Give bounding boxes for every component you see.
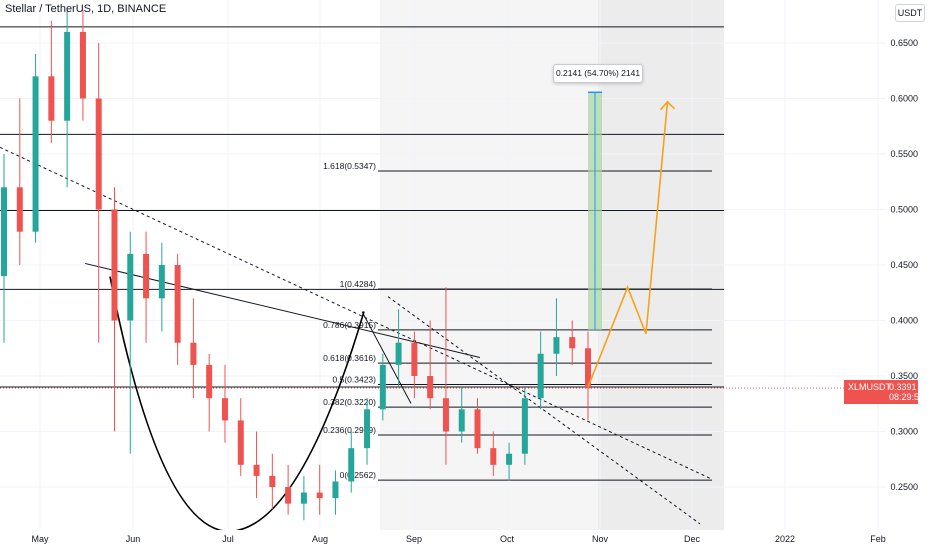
- fib-level-label: 0.5(0.3423): [333, 375, 377, 385]
- date-tick-label: May: [31, 534, 49, 544]
- candle-body: [411, 342, 418, 376]
- candle-body: [1, 187, 7, 277]
- date-tick-label: 2022: [775, 534, 795, 544]
- candle-body: [16, 187, 23, 232]
- candle-body: [521, 398, 528, 454]
- price-tag-countdown: 08:29:57: [889, 392, 925, 402]
- triangle-line: [361, 311, 412, 404]
- date-tick-label: Sep: [406, 534, 422, 544]
- candle-body: [300, 492, 307, 504]
- candle-body: [474, 409, 481, 449]
- price-tick-label: 0.6000: [890, 94, 918, 104]
- price-tag-symbol: XLMUSDT: [848, 382, 892, 392]
- fib-level-label: 1(0.4284): [340, 279, 377, 289]
- candle-body: [553, 337, 560, 354]
- candle-body: [95, 98, 102, 210]
- candle-body: [442, 398, 449, 432]
- price-tick-label: 0.5000: [890, 205, 918, 215]
- fib-level-label: 0.382(0.3220): [323, 397, 376, 407]
- candle-body: [111, 209, 118, 321]
- candle-body: [158, 265, 165, 299]
- price-tick-label: 0.3000: [890, 427, 918, 437]
- candle-body: [269, 475, 276, 487]
- price-tick-label: 0.3500: [890, 371, 918, 381]
- date-tick-label: Oct: [500, 534, 515, 544]
- candle-body: [237, 420, 244, 465]
- candle-body: [585, 348, 591, 389]
- candle-body: [316, 492, 323, 499]
- date-tick-label: Jun: [126, 534, 141, 544]
- candle-body: [32, 76, 39, 232]
- price-tick-label: 0.2500: [890, 482, 918, 492]
- candle-body: [285, 487, 292, 504]
- price-tick-label: 0.5500: [890, 149, 918, 159]
- fib-level-label: 0(0.2562): [340, 470, 377, 480]
- projection-arrow-icon: [659, 100, 676, 111]
- fib-level-label: 1.618(0.5347): [323, 161, 376, 171]
- price-tick-label: 0.6500: [890, 38, 918, 48]
- projection-path: [587, 101, 669, 388]
- candle-body: [379, 364, 386, 410]
- candle-body: [48, 76, 55, 121]
- candle-body: [364, 409, 371, 449]
- candle-body: [348, 448, 355, 482]
- candle-body: [537, 353, 544, 399]
- date-tick-label: Jul: [222, 534, 234, 544]
- symbol-title: Stellar / TetherUS, 1D, BINANCE: [5, 3, 167, 15]
- time-axis: [0, 530, 886, 550]
- date-tick-label: Dec: [684, 534, 701, 544]
- candle-body: [427, 376, 434, 399]
- date-tick-label: Nov: [592, 534, 609, 544]
- candle-body: [332, 481, 339, 499]
- fib-level-label: 0.236(0.2969): [323, 425, 376, 435]
- date-tick-label: Feb: [870, 534, 886, 544]
- descending-channel-line: [387, 296, 701, 525]
- candle-body: [190, 342, 197, 365]
- candle-body: [506, 453, 513, 465]
- last-price-tag: XLMUSDT 0.3391 08:29:57: [844, 380, 924, 404]
- candle-body: [206, 364, 213, 399]
- candle-body: [174, 265, 181, 343]
- fib-level-label: 0.786(0.3915): [323, 320, 376, 330]
- candle-body: [253, 464, 260, 476]
- price-tag-value: 0.3391: [889, 382, 917, 392]
- candle-body: [79, 31, 86, 99]
- measure-tooltip: 0.2141 (54.70%) 2141: [553, 64, 643, 83]
- candle-body: [64, 31, 71, 121]
- candle-body: [569, 337, 576, 349]
- candle-body: [395, 342, 402, 365]
- candle-body: [143, 253, 150, 299]
- currency-button[interactable]: USDT: [895, 4, 925, 22]
- candle-body: [490, 448, 497, 465]
- date-tick-label: Aug: [312, 534, 328, 544]
- candle-body: [127, 253, 134, 321]
- candle-body: [221, 398, 228, 421]
- price-tick-label: 0.4000: [890, 316, 918, 326]
- candle-body: [458, 409, 465, 432]
- price-axis: [886, 0, 932, 550]
- descending-trendline: [0, 146, 713, 480]
- price-tick-label: 0.4500: [890, 260, 918, 270]
